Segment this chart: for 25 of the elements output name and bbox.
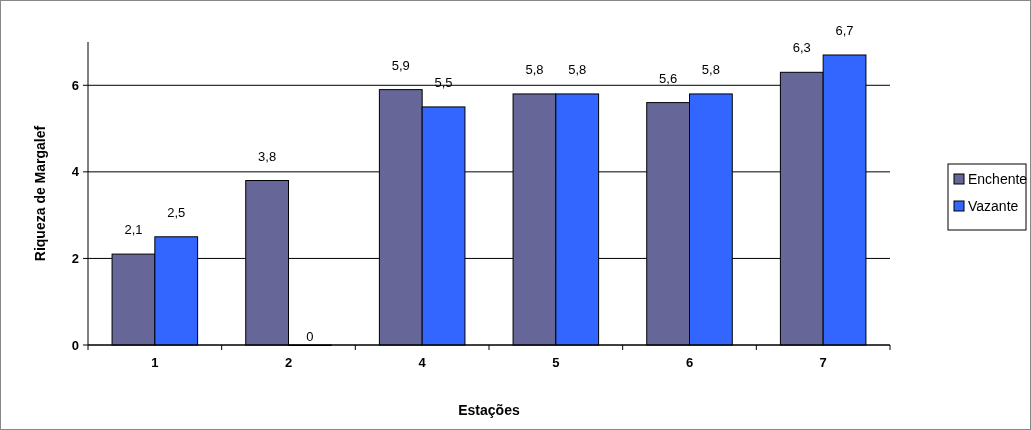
- legend-label: Enchente: [968, 170, 1028, 187]
- data-label: 5,8: [701, 61, 720, 77]
- x-tick-label: 1: [151, 355, 159, 370]
- x-tick-label: 6: [685, 355, 694, 370]
- x-axis-title: Estações: [458, 402, 520, 418]
- y-tick-label: 0: [71, 337, 79, 353]
- y-tick-label: 2: [71, 250, 79, 266]
- data-label: 6,3: [792, 40, 811, 56]
- data-label: 5,6: [659, 70, 678, 86]
- y-axis-title: Riqueza de Margalef: [32, 125, 48, 262]
- legend-label: Vazante: [968, 197, 1019, 214]
- y-tick-label: 4: [71, 164, 80, 180]
- data-label: 2,5: [167, 204, 186, 220]
- data-label: 6,7: [835, 22, 854, 38]
- x-tick-label: 4: [418, 355, 427, 370]
- x-tick-label: 5: [552, 355, 560, 370]
- x-tick-label: 2: [284, 355, 293, 370]
- data-label: 5,8: [525, 61, 544, 77]
- data-label: 2,1: [124, 222, 143, 238]
- y-tick-label: 6: [71, 77, 79, 93]
- data-label: 3,8: [258, 148, 277, 164]
- data-label: 5,9: [391, 57, 410, 73]
- x-tick-label: 7: [819, 355, 827, 370]
- data-label: 5,8: [568, 61, 587, 77]
- data-label: 0: [306, 329, 314, 344]
